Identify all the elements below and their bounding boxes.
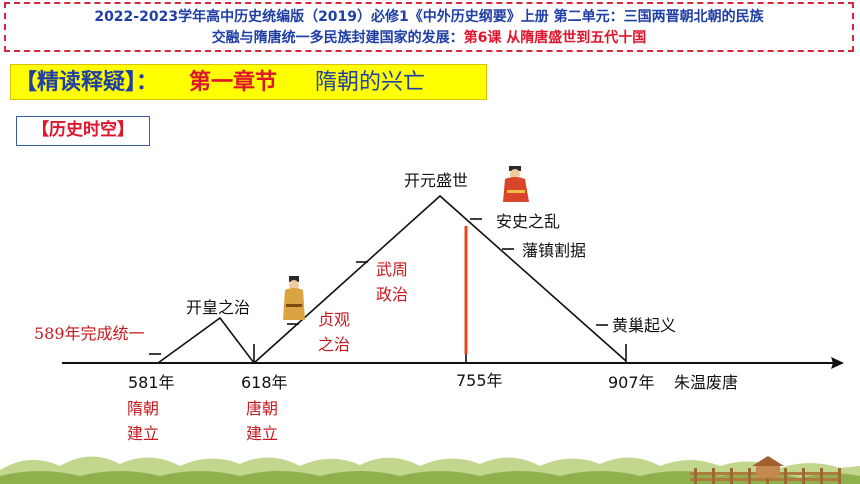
year-618: 618年 <box>241 373 288 392</box>
hut-decoration <box>752 456 784 478</box>
grass-decoration <box>0 456 860 484</box>
event-unification: 589年完成统一 <box>34 324 145 343</box>
event-wuzhou-2: 政治 <box>376 285 408 304</box>
section-heading: 【精读释疑】： 第一章节 隋朝的兴亡 <box>10 64 487 100</box>
year-755: 755年 <box>456 371 503 390</box>
event-zhuwen: 朱温废唐 <box>674 373 738 392</box>
title-banner: 2022-2023学年高中历史统编版（2019）必修1《中外历史纲要》上册 第二… <box>4 2 854 52</box>
sui-founded-1: 隋朝 <box>127 399 159 418</box>
section-label: 【精读释疑】： <box>15 70 159 95</box>
title-line-2: 交融与隋唐统一多民族封建国家的发展：第6课 从隋唐盛世到五代十国 <box>6 28 852 48</box>
event-zhenguan-1: 贞观 <box>318 310 350 329</box>
tang-founded-1: 唐朝 <box>246 399 278 418</box>
history-timespace-tag: 【历史时空】 <box>16 116 150 146</box>
event-kaihuang: 开皇之治 <box>186 298 250 317</box>
lesson-title: 第6课 从隋唐盛世到五代十国 <box>463 30 647 46</box>
event-fanzhen: 藩镇割据 <box>522 241 586 260</box>
event-anshi: 安史之乱 <box>496 212 560 231</box>
event-kaiyuan: 开元盛世 <box>404 171 468 190</box>
event-wuzhou-1: 武周 <box>376 260 408 279</box>
official-figure-icon <box>503 166 529 202</box>
section-chapter: 第一章节 <box>189 70 278 95</box>
title-line-1: 2022-2023学年高中历史统编版（2019）必修1《中外历史纲要》上册 第二… <box>6 7 852 27</box>
event-zhenguan-2: 之治 <box>318 335 350 354</box>
timeline-axis <box>62 357 844 369</box>
tang-founded-2: 建立 <box>246 424 278 443</box>
year-907: 907年 <box>608 373 655 392</box>
emperor-figure-icon <box>283 276 305 320</box>
event-huangchao: 黄巢起义 <box>612 316 676 335</box>
title-line-2-text: 交融与隋唐统一多民族封建国家的发展： <box>211 30 464 46</box>
title-line-1-text: 2022-2023学年高中历史统编版（2019）必修1《中外历史纲要》上册 第二… <box>94 9 764 25</box>
sui-founded-2: 建立 <box>127 424 159 443</box>
section-topic: 隋朝的兴亡 <box>315 70 426 95</box>
year-581: 581年 <box>128 373 175 392</box>
